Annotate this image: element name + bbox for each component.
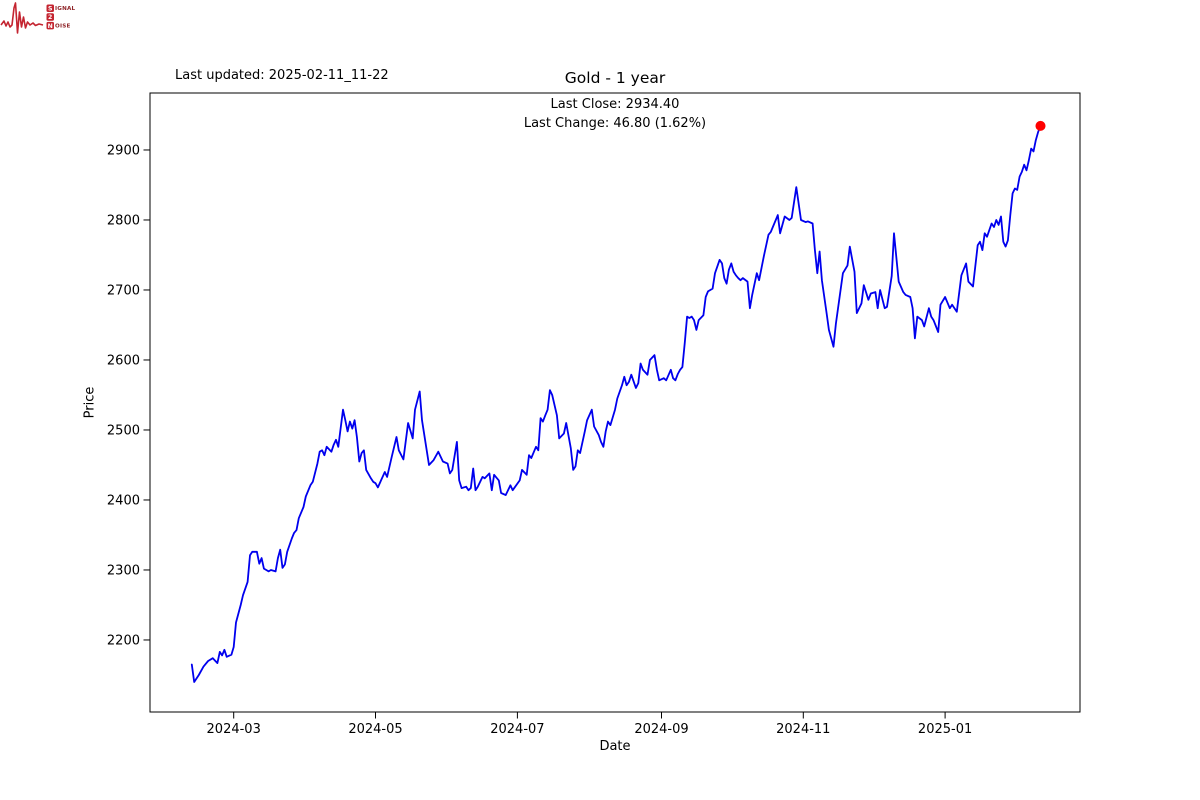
logo-heartbeat-waveform-icon	[0, 2, 44, 34]
subtitle-last-close: Last Close: 2934.40	[550, 97, 680, 112]
logo-letter-n: N	[48, 23, 53, 30]
y-tick-label: 2200	[107, 633, 140, 648]
y-tick-label: 2800	[107, 213, 140, 228]
subtitle-last-change: Last Change: 46.80 (1.62%)	[523, 116, 707, 131]
y-tick-label: 2700	[107, 283, 140, 298]
y-tick-label: 2400	[107, 493, 140, 508]
y-tick-label: 2900	[107, 143, 140, 158]
chart-title: Gold - 1 year	[564, 69, 666, 87]
x-tick-label: 2024-03	[207, 722, 261, 737]
y-axis: 2200 2300 2400 2500 2600 2700 2800 2900	[107, 143, 150, 648]
last-updated-text: Last updated: 2025-02-11_11-22	[175, 68, 389, 83]
price-line	[190, 125, 1042, 683]
logo-word-oise: OISE	[55, 24, 71, 30]
logo-s-box	[46, 4, 54, 12]
last-price-marker	[1035, 120, 1046, 131]
x-axis: 2024-03 2024-05 2024-07 2024-09 2024-11 2025-…	[207, 712, 972, 737]
logo-letter-s: S	[48, 5, 52, 12]
logo-wordmark: S 2 N IGNAL OISE	[46, 4, 75, 30]
logo-word-ignal: IGNAL	[55, 6, 75, 12]
plot-area	[149, 92, 1081, 713]
y-tick-label: 2500	[107, 423, 140, 438]
logo-digit-2: 2	[48, 14, 52, 21]
y-tick-label: 2600	[107, 353, 140, 368]
x-tick-label: 2024-11	[776, 722, 830, 737]
x-tick-label: 2024-09	[634, 722, 688, 737]
signal2noise-logo: S 2 N IGNAL OISE	[0, 2, 75, 34]
x-tick-label: 2024-07	[490, 722, 544, 737]
logo-n-box	[46, 21, 54, 30]
logo-2-box	[46, 13, 54, 21]
y-tick-label: 2300	[107, 563, 140, 578]
x-tick-label: 2025-01	[918, 722, 972, 737]
x-tick-label: 2024-05	[348, 722, 402, 737]
x-axis-label: Date	[599, 739, 631, 754]
